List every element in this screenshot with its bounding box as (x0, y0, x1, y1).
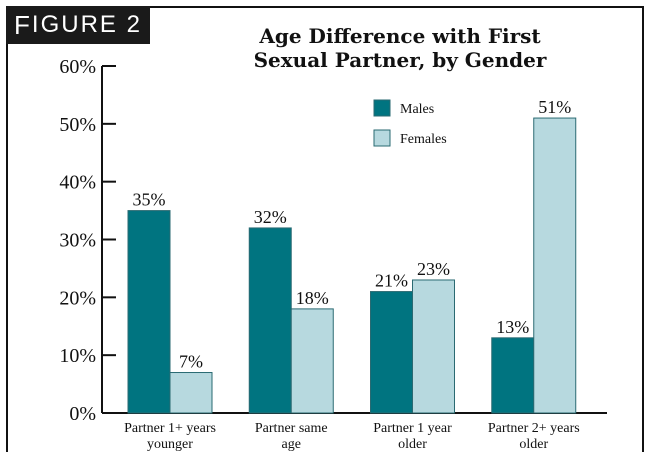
y-tick-label: 20% (59, 287, 96, 309)
bar-females (290, 308, 334, 414)
legend-swatch-males (373, 99, 391, 117)
chart-title-line1: Age Difference with First (259, 24, 541, 48)
bar-males (127, 210, 171, 414)
x-category-label: Partner 1 year (373, 421, 452, 436)
bar-males (491, 337, 535, 414)
figure-label-rest: IGURE 2 (31, 11, 142, 38)
bar-females (169, 372, 213, 414)
figure-label: F IGURE 2 (6, 6, 150, 44)
data-label-males: 35% (133, 190, 166, 210)
legend-label-males: Males (400, 102, 434, 117)
bar-females (533, 117, 577, 414)
data-label-females: 23% (417, 259, 450, 279)
x-category-label: older (398, 437, 427, 452)
x-category-label: older (519, 437, 548, 452)
data-label-males: 32% (254, 207, 287, 227)
x-category-label: age (282, 437, 301, 452)
y-tick-label: 10% (59, 345, 96, 367)
legend-swatch-females (373, 129, 391, 147)
data-label-males: 21% (375, 271, 408, 291)
data-label-males: 13% (496, 317, 529, 337)
x-category-label: Partner 1+ years (124, 421, 216, 436)
chart-title: Age Difference with First Sexual Partner… (200, 24, 600, 72)
legend-label-females: Females (400, 132, 447, 147)
data-label-females: 18% (296, 288, 329, 308)
x-category-label: younger (147, 437, 193, 452)
bar-males (248, 227, 292, 414)
chart-title-line2: Sexual Partner, by Gender (253, 48, 547, 72)
y-tick-label: 30% (59, 230, 96, 252)
y-tick-label: 40% (59, 172, 96, 194)
data-label-females: 51% (538, 97, 571, 117)
bar-males (370, 291, 413, 414)
y-tick-label: 0% (69, 403, 96, 425)
figure-label-prefix: F (14, 9, 32, 40)
bar-females (412, 279, 455, 414)
data-label-females: 7% (179, 352, 203, 372)
figure-frame (6, 6, 644, 452)
y-tick-label: 60% (59, 56, 96, 78)
x-category-label: Partner same (255, 421, 328, 436)
y-tick-label: 50% (59, 114, 96, 136)
x-category-label: Partner 2+ years (488, 421, 580, 436)
